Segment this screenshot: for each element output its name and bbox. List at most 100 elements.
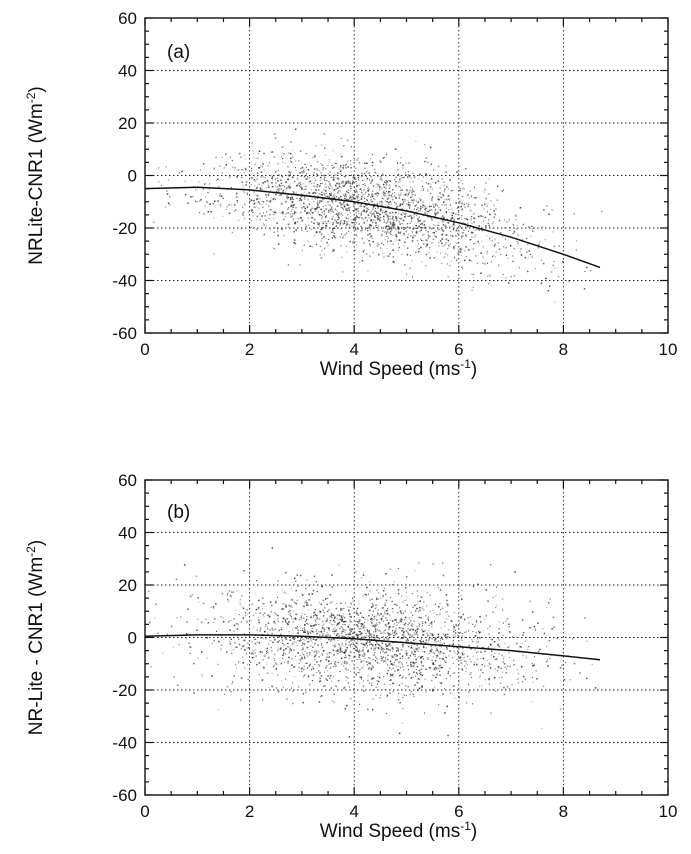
data-point xyxy=(375,646,377,648)
data-point xyxy=(343,175,346,178)
data-point xyxy=(301,637,303,639)
data-point xyxy=(332,248,335,250)
data-point xyxy=(343,616,346,619)
data-point xyxy=(487,282,490,285)
data-point xyxy=(259,628,262,630)
data-point xyxy=(418,655,420,657)
data-point xyxy=(418,622,420,624)
data-point xyxy=(402,200,405,203)
data-point xyxy=(300,193,302,195)
data-point xyxy=(287,264,289,266)
data-point xyxy=(329,636,332,638)
data-point xyxy=(272,666,274,668)
data-point xyxy=(334,617,336,619)
data-point xyxy=(369,224,372,226)
data-point xyxy=(462,183,464,185)
data-point xyxy=(292,176,294,178)
data-point xyxy=(513,663,515,666)
data-point xyxy=(353,671,355,673)
data-point xyxy=(329,674,332,677)
data-point xyxy=(319,254,321,256)
data-point xyxy=(527,270,529,273)
data-point xyxy=(298,185,301,187)
data-point xyxy=(335,185,337,187)
data-point xyxy=(385,573,387,575)
data-point xyxy=(286,195,288,197)
data-point xyxy=(448,244,450,247)
data-point xyxy=(542,226,544,228)
data-point xyxy=(328,211,330,213)
data-point xyxy=(398,216,400,218)
data-point xyxy=(255,638,257,640)
data-point xyxy=(495,251,497,253)
data-point xyxy=(360,198,363,200)
x-tick-label: 2 xyxy=(245,802,254,821)
data-point xyxy=(356,642,359,645)
data-point xyxy=(522,634,524,636)
data-point xyxy=(274,612,276,614)
data-point xyxy=(443,688,445,690)
data-point xyxy=(267,181,269,183)
data-point xyxy=(423,646,425,648)
data-point xyxy=(355,167,357,170)
data-point xyxy=(532,228,534,230)
data-point xyxy=(273,197,275,200)
data-point xyxy=(226,685,229,688)
data-point xyxy=(422,243,425,245)
data-point xyxy=(489,213,491,215)
data-point xyxy=(541,229,543,231)
data-point xyxy=(207,622,210,624)
data-point xyxy=(363,189,365,191)
data-point xyxy=(244,154,246,156)
data-point xyxy=(351,183,354,185)
data-point xyxy=(219,193,221,195)
data-point xyxy=(493,677,496,679)
data-point xyxy=(452,672,454,674)
data-point xyxy=(363,209,365,212)
data-point xyxy=(350,174,352,176)
data-point xyxy=(434,669,436,671)
data-point xyxy=(287,662,289,665)
data-point xyxy=(447,672,449,675)
data-point xyxy=(200,621,203,624)
data-point xyxy=(340,221,342,223)
data-point xyxy=(463,657,465,659)
data-point xyxy=(377,676,379,678)
data-point xyxy=(325,635,327,637)
data-point xyxy=(425,641,427,644)
data-point xyxy=(477,240,479,243)
data-point xyxy=(373,214,375,216)
data-point xyxy=(368,179,370,181)
data-point xyxy=(363,218,365,220)
data-point xyxy=(330,194,332,196)
data-point xyxy=(455,635,457,637)
data-point xyxy=(418,197,420,199)
data-point xyxy=(461,266,463,269)
data-point xyxy=(495,243,497,245)
data-point xyxy=(473,243,475,245)
data-point xyxy=(347,633,350,635)
data-point xyxy=(410,215,412,217)
data-point xyxy=(387,217,389,220)
data-point xyxy=(439,209,441,211)
data-point xyxy=(381,179,383,181)
data-point xyxy=(332,638,335,640)
data-point xyxy=(446,637,448,640)
data-point xyxy=(383,660,385,662)
data-point xyxy=(357,174,359,176)
data-point xyxy=(353,159,355,161)
data-point xyxy=(352,180,355,183)
data-point xyxy=(297,183,299,185)
data-point xyxy=(326,642,328,644)
data-point xyxy=(470,672,472,674)
data-point xyxy=(273,621,275,623)
data-point xyxy=(423,224,426,226)
data-point xyxy=(256,201,258,203)
data-point xyxy=(326,179,328,182)
data-point xyxy=(394,604,396,606)
data-point xyxy=(342,185,344,187)
data-point xyxy=(365,642,368,644)
data-point xyxy=(329,667,332,669)
data-point xyxy=(227,598,229,601)
data-point xyxy=(281,608,283,610)
